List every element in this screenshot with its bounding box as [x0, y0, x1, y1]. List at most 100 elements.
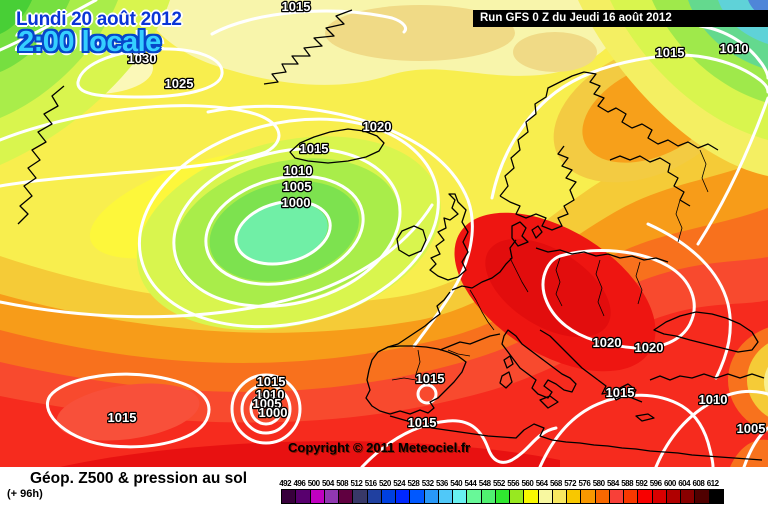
local-time-label: 2:00 locale: [18, 26, 161, 58]
legend-value: 608: [692, 479, 705, 488]
legend-color-box: [437, 489, 453, 504]
isobar-label: 1015: [656, 45, 685, 60]
isobar-label: 1015: [300, 141, 329, 156]
date-label: Lundi 20 août 2012: [16, 9, 182, 30]
legend-value: 568: [549, 479, 562, 488]
legend-color-box: [366, 489, 382, 504]
legend-value: 548: [478, 479, 491, 488]
legend-color-box: [551, 489, 567, 504]
legend-colors: [281, 489, 724, 504]
isobar-label: 1030: [128, 51, 157, 66]
legend-color-box: [323, 489, 339, 504]
legend-value: 552: [492, 479, 505, 488]
legend-color-box: [594, 489, 610, 504]
legend-value: 564: [535, 479, 548, 488]
legend-value: 492: [279, 479, 292, 488]
legend-color-box: [395, 489, 411, 504]
legend-color-box: [352, 489, 368, 504]
legend-color-box: [537, 489, 553, 504]
copyright-watermark: Copyright © 2011 Meteociel.fr: [288, 440, 471, 455]
isobar-label: 1015: [257, 374, 286, 389]
legend-value: 532: [421, 479, 434, 488]
isobar-label: 1015: [606, 385, 635, 400]
isobar-label: 1015: [408, 415, 437, 430]
legend-color-box: [281, 489, 297, 504]
legend-value: 556: [507, 479, 520, 488]
isobar-label: 1020: [593, 335, 622, 350]
legend-color-box: [509, 489, 525, 504]
legend-value: 540: [450, 479, 463, 488]
isobar-label: 1005: [253, 396, 282, 411]
legend-value: 612: [706, 479, 719, 488]
legend-color-box: [580, 489, 596, 504]
legend-color-box: [708, 489, 724, 504]
legend-value: 588: [621, 479, 634, 488]
legend-values: 492 496 500 504 508 512 516 520 524 528 532 536 540 5…: [278, 479, 720, 488]
legend-value: 504: [321, 479, 334, 488]
isobar-label: 1010: [256, 387, 285, 402]
coastlines: [17, 9, 765, 461]
legend-value: 576: [578, 479, 591, 488]
legend-color-box: [338, 489, 354, 504]
legend-color-box: [480, 489, 496, 504]
legend-color-box: [694, 489, 710, 504]
model-run-info: Run GFS 0 Z du Jeudi 16 août 2012: [473, 10, 768, 27]
legend-value: 592: [635, 479, 648, 488]
legend-color-box: [295, 489, 311, 504]
country-borders: [391, 149, 709, 381]
legend-color-box: [566, 489, 582, 504]
legend-color-box: [680, 489, 696, 504]
isobar-label: 1005: [283, 179, 312, 194]
legend-color-box: [637, 489, 653, 504]
legend-color-box: [409, 489, 425, 504]
legend-value: 496: [293, 479, 306, 488]
legend-value: 584: [606, 479, 619, 488]
legend-value: 512: [350, 479, 363, 488]
legend-color-box: [623, 489, 639, 504]
legend-color-box: [466, 489, 482, 504]
legend-value: 528: [407, 479, 420, 488]
legend-color-box: [651, 489, 667, 504]
legend-value: 524: [393, 479, 406, 488]
legend-color-box: [309, 489, 325, 504]
legend-value: 572: [564, 479, 577, 488]
legend-value: 536: [435, 479, 448, 488]
map-title: Géop. Z500 & pression au sol: [30, 470, 248, 487]
isobar-label: 1015: [416, 371, 445, 386]
legend-value: 520: [378, 479, 391, 488]
forecast-hour-label: (+ 96h): [7, 488, 43, 500]
legend-value: 600: [663, 479, 676, 488]
legend-color-box: [608, 489, 624, 504]
isobar-label: 1010: [284, 163, 313, 178]
isobar-label: 1025: [165, 76, 194, 91]
geopotential-color-field: [0, 0, 768, 467]
isobar-contours: [0, 0, 768, 467]
legend-value: 544: [464, 479, 477, 488]
legend-value: 500: [307, 479, 320, 488]
isobar-label: 1010: [699, 392, 728, 407]
legend-value: 580: [592, 479, 605, 488]
isobar-label: 1015: [108, 410, 137, 425]
legend-color-box: [665, 489, 681, 504]
legend-color-box: [523, 489, 539, 504]
isobar-label: 1020: [635, 340, 664, 355]
legend-value: 516: [364, 479, 377, 488]
isobar-label: 1000: [259, 405, 288, 420]
footer-bar: Géop. Z500 & pression au sol (+ 96h) 492…: [0, 467, 768, 512]
isobar-label: 1005: [737, 421, 766, 436]
legend-color-box: [452, 489, 468, 504]
legend-value: 508: [336, 479, 349, 488]
isobar-label: 1015: [282, 0, 311, 14]
legend-color-box: [423, 489, 439, 504]
isobar-label: 1010: [720, 41, 749, 56]
isobar-label: 1000: [282, 195, 311, 210]
legend-value: 604: [678, 479, 691, 488]
legend-value: 596: [649, 479, 662, 488]
isobar-label: 1020: [363, 119, 392, 134]
legend-color-box: [380, 489, 396, 504]
legend-value: 560: [521, 479, 534, 488]
legend-color-box: [494, 489, 510, 504]
